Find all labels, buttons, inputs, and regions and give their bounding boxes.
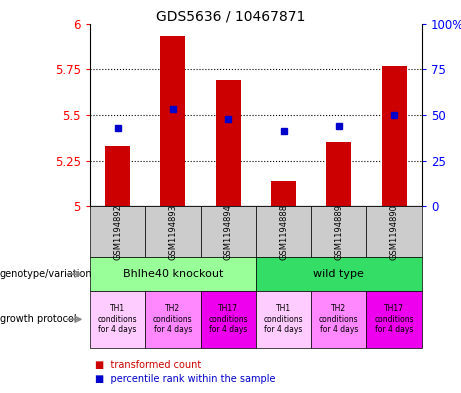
Bar: [382, 66, 407, 206]
Text: growth protocol: growth protocol: [0, 314, 77, 324]
Bar: [271, 181, 296, 206]
Bar: [216, 80, 241, 206]
Text: TH1
conditions
for 4 days: TH1 conditions for 4 days: [98, 305, 137, 334]
Text: GDS5636 / 10467871: GDS5636 / 10467871: [156, 10, 305, 24]
Text: ■  transformed count: ■ transformed count: [95, 360, 201, 371]
Bar: [326, 142, 351, 206]
Text: GSM1194892: GSM1194892: [113, 204, 122, 260]
Text: wild type: wild type: [313, 269, 364, 279]
Text: GSM1194893: GSM1194893: [168, 204, 177, 260]
Text: GSM1194888: GSM1194888: [279, 204, 288, 260]
Text: genotype/variation: genotype/variation: [0, 269, 93, 279]
Text: TH17
conditions
for 4 days: TH17 conditions for 4 days: [208, 305, 248, 334]
Text: GSM1194890: GSM1194890: [390, 204, 399, 260]
Text: Bhlhe40 knockout: Bhlhe40 knockout: [123, 269, 223, 279]
Text: TH17
conditions
for 4 days: TH17 conditions for 4 days: [374, 305, 414, 334]
Text: ■  percentile rank within the sample: ■ percentile rank within the sample: [95, 374, 275, 384]
Bar: [160, 37, 185, 206]
Text: GSM1194889: GSM1194889: [334, 204, 343, 260]
Bar: [105, 146, 130, 206]
Text: TH1
conditions
for 4 days: TH1 conditions for 4 days: [264, 305, 303, 334]
Text: TH2
conditions
for 4 days: TH2 conditions for 4 days: [153, 305, 193, 334]
Text: TH2
conditions
for 4 days: TH2 conditions for 4 days: [319, 305, 359, 334]
Text: GSM1194894: GSM1194894: [224, 204, 233, 260]
